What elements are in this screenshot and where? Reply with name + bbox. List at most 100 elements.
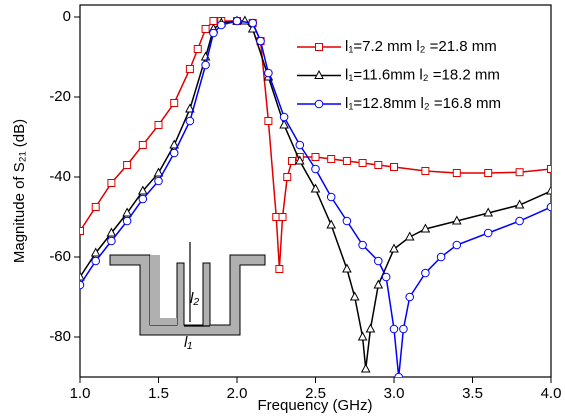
marker <box>483 207 494 217</box>
marker <box>137 185 148 195</box>
marker <box>546 185 551 195</box>
marker <box>349 291 360 301</box>
marker <box>138 194 148 204</box>
marker <box>515 168 524 177</box>
marker <box>483 228 493 238</box>
marker <box>90 247 101 257</box>
marker <box>217 20 226 30</box>
marker <box>185 103 195 113</box>
marker <box>283 173 292 181</box>
marker <box>138 141 147 149</box>
marker <box>209 28 218 38</box>
inset-diagram <box>109 242 266 336</box>
marker <box>515 216 524 226</box>
marker <box>311 164 320 174</box>
y-axis-label: Magnitude of S₂₁ (dB) <box>11 119 28 263</box>
marker <box>185 116 195 126</box>
marker <box>201 60 210 70</box>
marker <box>311 153 320 161</box>
marker <box>389 243 399 253</box>
marker <box>106 227 117 237</box>
marker <box>342 216 352 226</box>
y-tick-label: 0 <box>63 8 71 25</box>
marker <box>122 216 132 226</box>
marker <box>436 252 446 262</box>
marker <box>421 167 430 175</box>
marker <box>170 99 179 107</box>
legend-label: l₁=7.2 mm l₂ =21.8 mm <box>345 38 497 55</box>
marker <box>358 240 367 250</box>
legend-label: l₁=12.8mm l₂ =16.8 mm <box>345 95 501 112</box>
annotation: l₂ <box>190 290 199 307</box>
marker <box>451 215 462 225</box>
x-tick-label: 1.5 <box>148 385 169 402</box>
annotation: l₁ <box>184 334 192 351</box>
marker <box>420 223 431 233</box>
x-tick-label: 2.0 <box>227 385 248 402</box>
x-tick-label: 3.0 <box>384 385 405 402</box>
marker <box>193 45 202 53</box>
x-tick-label: 4.0 <box>541 385 562 402</box>
marker <box>342 263 352 273</box>
marker <box>546 202 551 212</box>
marker <box>314 99 324 109</box>
marker <box>294 155 305 165</box>
marker <box>278 213 287 221</box>
series-line <box>80 20 551 270</box>
marker <box>358 159 367 167</box>
marker <box>91 256 100 266</box>
marker <box>153 167 164 177</box>
y-tick-label: -80 <box>49 328 71 345</box>
marker <box>169 139 180 149</box>
marker <box>452 169 461 177</box>
marker <box>327 155 336 163</box>
x-tick-label: 3.5 <box>462 385 483 402</box>
x-axis-label: Frequency (GHz) <box>257 397 372 414</box>
marker <box>514 199 525 209</box>
marker <box>91 203 100 211</box>
marker <box>232 16 242 26</box>
marker <box>256 36 265 46</box>
marker <box>80 227 84 235</box>
marker <box>452 240 462 250</box>
marker <box>326 192 336 202</box>
marker <box>287 157 296 165</box>
marker <box>394 372 404 377</box>
marker <box>107 236 116 246</box>
marker <box>399 324 408 334</box>
plot-area <box>80 15 551 377</box>
marker <box>264 117 273 125</box>
marker <box>389 324 399 334</box>
marker <box>248 18 257 28</box>
marker <box>169 148 179 158</box>
marker <box>360 363 371 373</box>
marker <box>154 121 163 129</box>
marker <box>365 323 376 333</box>
marker <box>373 279 384 289</box>
legend-label: l₁=11.6mm l₂ =18.2 mm <box>345 66 500 83</box>
marker <box>357 331 368 341</box>
marker <box>123 161 132 169</box>
marker <box>201 25 210 33</box>
marker <box>107 179 116 187</box>
marker <box>185 65 194 73</box>
marker <box>405 292 415 302</box>
x-tick-label: 1.0 <box>70 385 91 402</box>
marker <box>326 219 337 229</box>
marker <box>80 280 85 290</box>
marker <box>275 265 284 273</box>
y-tick-label: -60 <box>49 248 71 265</box>
y-tick-label: -40 <box>49 168 71 185</box>
marker <box>547 165 551 173</box>
marker <box>374 256 383 266</box>
marker <box>122 207 132 217</box>
marker <box>381 272 391 282</box>
marker <box>279 119 289 129</box>
marker <box>264 68 273 78</box>
y-tick-label: -20 <box>49 88 71 105</box>
marker <box>390 163 398 171</box>
marker <box>484 169 493 177</box>
x-tick-label: 2.5 <box>305 385 326 402</box>
marker <box>314 69 324 79</box>
